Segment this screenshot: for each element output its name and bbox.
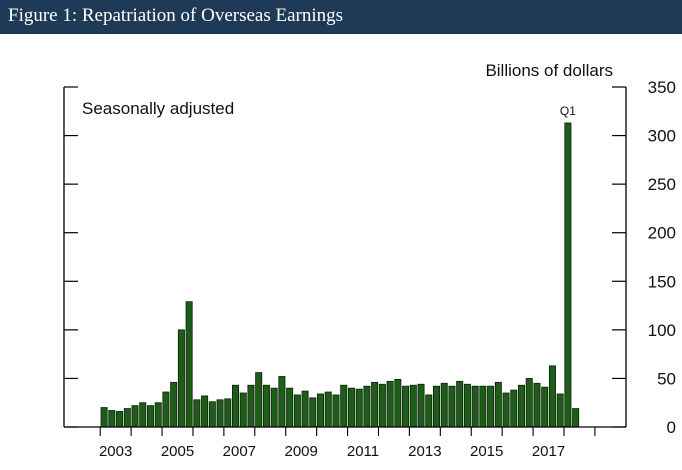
bar bbox=[572, 408, 580, 428]
bar bbox=[518, 384, 526, 428]
bar bbox=[301, 390, 309, 428]
bar bbox=[425, 394, 433, 428]
x-tick-label: 2013 bbox=[408, 443, 441, 460]
figure-header: Figure 1: Repatriation of Overseas Earni… bbox=[0, 0, 682, 34]
bar bbox=[355, 388, 363, 428]
bar bbox=[378, 383, 386, 428]
x-tick-label: 2003 bbox=[99, 443, 132, 460]
bar bbox=[402, 385, 410, 428]
bar bbox=[510, 389, 518, 428]
bar bbox=[278, 376, 286, 428]
bar bbox=[432, 385, 440, 428]
bar bbox=[494, 381, 502, 428]
bar bbox=[100, 407, 108, 428]
y-tick-label: 100 bbox=[648, 321, 676, 340]
bar bbox=[270, 387, 278, 428]
bar bbox=[224, 398, 232, 428]
bar bbox=[262, 384, 270, 428]
bar bbox=[394, 378, 402, 428]
bar bbox=[556, 393, 564, 428]
bar bbox=[471, 385, 479, 428]
seasonally-adjusted-note: Seasonally adjusted bbox=[82, 99, 234, 118]
x-tick-label: 2011 bbox=[347, 443, 379, 460]
bar bbox=[371, 381, 379, 428]
bar bbox=[448, 385, 456, 428]
y-tick-label: 250 bbox=[648, 175, 676, 194]
bar bbox=[139, 402, 147, 428]
bar bbox=[193, 399, 201, 428]
bar bbox=[417, 383, 425, 428]
figure-title: Figure 1: Repatriation of Overseas Earni… bbox=[8, 5, 344, 26]
y-tick-label: 350 bbox=[648, 78, 676, 97]
bar bbox=[239, 392, 247, 428]
bar bbox=[108, 410, 116, 428]
bar bbox=[386, 380, 394, 428]
bar bbox=[533, 382, 541, 428]
bar bbox=[347, 387, 355, 428]
bar bbox=[309, 397, 317, 428]
bar bbox=[541, 386, 549, 428]
bar bbox=[487, 385, 495, 428]
bar bbox=[146, 405, 154, 428]
bar bbox=[409, 384, 417, 428]
x-tick-label: 2009 bbox=[284, 443, 317, 460]
bar bbox=[154, 402, 162, 428]
bar bbox=[232, 384, 240, 428]
y-tick-label: 50 bbox=[657, 369, 676, 388]
bar bbox=[131, 405, 139, 428]
bar bbox=[479, 385, 487, 428]
bar bbox=[548, 365, 556, 428]
bar bbox=[340, 384, 348, 428]
bar bbox=[332, 394, 340, 428]
bar bbox=[324, 391, 332, 428]
peak-label: Q1 bbox=[560, 104, 576, 118]
bar bbox=[293, 394, 301, 428]
y-tick-label: 300 bbox=[648, 127, 676, 146]
y-axis-label: Billions of dollars bbox=[485, 61, 613, 80]
x-tick-label: 2015 bbox=[470, 443, 503, 460]
bar bbox=[255, 372, 263, 428]
bar bbox=[170, 381, 178, 428]
x-tick-label: 2007 bbox=[223, 443, 256, 460]
bar bbox=[116, 411, 124, 428]
bar bbox=[162, 391, 170, 428]
bar bbox=[208, 401, 216, 428]
bar bbox=[525, 378, 533, 428]
bar bbox=[201, 395, 209, 428]
bar bbox=[123, 408, 131, 428]
y-tick-label: 0 bbox=[667, 418, 676, 437]
x-tick-label: 2005 bbox=[161, 443, 194, 460]
y-tick-label: 150 bbox=[648, 272, 676, 291]
bar bbox=[286, 387, 294, 428]
bar bbox=[216, 399, 224, 428]
y-tick-label: 200 bbox=[648, 224, 676, 243]
bar bbox=[317, 393, 325, 428]
bar bbox=[363, 385, 371, 428]
bar bbox=[185, 301, 193, 428]
bar bbox=[456, 380, 464, 428]
bar bbox=[177, 329, 185, 428]
bar bbox=[463, 383, 471, 428]
bar bbox=[564, 122, 572, 428]
x-tick-label: 2017 bbox=[532, 443, 565, 460]
bar bbox=[247, 384, 255, 428]
bar bbox=[502, 392, 510, 428]
bar bbox=[440, 382, 448, 428]
